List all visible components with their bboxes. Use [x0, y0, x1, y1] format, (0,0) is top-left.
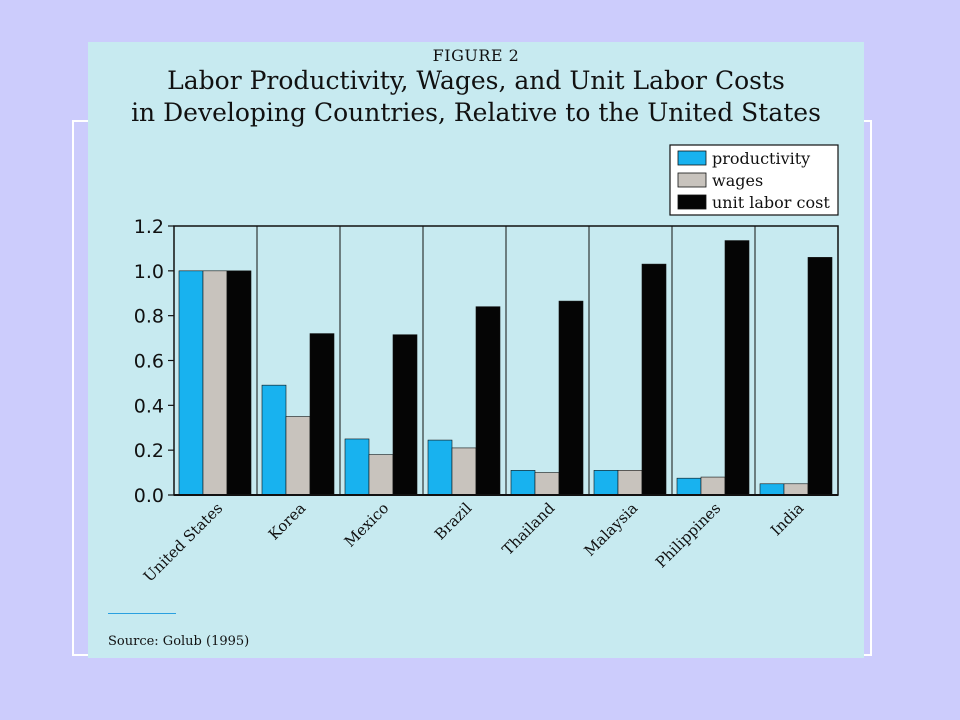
bar-wages-brazil [451, 447, 477, 496]
bar-productivity-thailand [510, 470, 536, 496]
x-tick-label: Brazil [431, 499, 475, 543]
bar-productivity-united-states [178, 270, 204, 496]
bar-unit-labor-cost-korea [309, 333, 335, 496]
bar-productivity-india [759, 483, 785, 496]
y-tick-label: 0.4 [134, 395, 164, 417]
y-tick-label: 0.0 [134, 485, 164, 507]
legend-swatch-wages [677, 172, 707, 188]
legend-label-productivity: productivity [712, 149, 810, 168]
legend-label-wages: wages [712, 171, 763, 190]
x-tick-label: Malaysia [581, 499, 642, 560]
x-tick-label: Philippines [652, 499, 724, 571]
bar-wages-india [783, 483, 809, 496]
chart-title-line-1: Labor Productivity, Wages, and Unit Labo… [167, 66, 785, 95]
x-tick-label: Mexico [341, 499, 393, 551]
source-note: Source: Golub (1995) [108, 634, 250, 649]
legend-swatch-productivity [677, 150, 707, 166]
bar-unit-labor-cost-brazil [475, 306, 501, 496]
bar-productivity-korea [261, 384, 287, 496]
y-tick-label: 0.8 [134, 306, 164, 328]
chart-title-line-2: in Developing Countries, Relative to the… [131, 98, 821, 127]
bar-wages-malaysia [617, 470, 643, 496]
bar-productivity-brazil [427, 439, 453, 496]
x-tick-label: United States [140, 499, 226, 585]
bar-unit-labor-cost-mexico [392, 334, 418, 496]
bar-productivity-mexico [344, 438, 370, 496]
bar-wages-united-states [202, 270, 228, 496]
bar-productivity-malaysia [593, 470, 619, 496]
x-tick-label: Korea [265, 499, 309, 543]
bar-wages-philippines [700, 476, 726, 496]
source-rule [108, 613, 176, 614]
bar-wages-korea [285, 416, 311, 496]
bar-productivity-philippines [676, 477, 702, 496]
bar-unit-labor-cost-malaysia [641, 263, 667, 496]
bar-chart: 0.0 0.2 0.4 0.6 0.8 1.0 1.2 United States Korea M… [134, 144, 839, 586]
bar-unit-labor-cost-thailand [558, 300, 584, 496]
legend-swatch-unit-labor-cost [677, 194, 707, 210]
bar-wages-thailand [534, 472, 560, 496]
x-tick-label: Thailand [499, 499, 559, 559]
y-tick-label: 0.2 [134, 440, 164, 462]
y-tick-label: 1.0 [134, 261, 164, 283]
bar-wages-mexico [368, 454, 394, 496]
figure-panel: FIGURE 2 Labor Productivity, Wages, and … [88, 42, 864, 658]
figure-label: FIGURE 2 [432, 46, 520, 65]
y-tick-label: 0.6 [134, 351, 164, 373]
x-tick-label: India [767, 499, 807, 539]
bar-unit-labor-cost-united-states [226, 270, 252, 496]
bar-unit-labor-cost-philippines [724, 240, 750, 496]
bar-unit-labor-cost-india [807, 257, 833, 496]
legend-label-unit-labor-cost: unit labor cost [712, 193, 830, 212]
y-tick-label: 1.2 [134, 216, 164, 238]
